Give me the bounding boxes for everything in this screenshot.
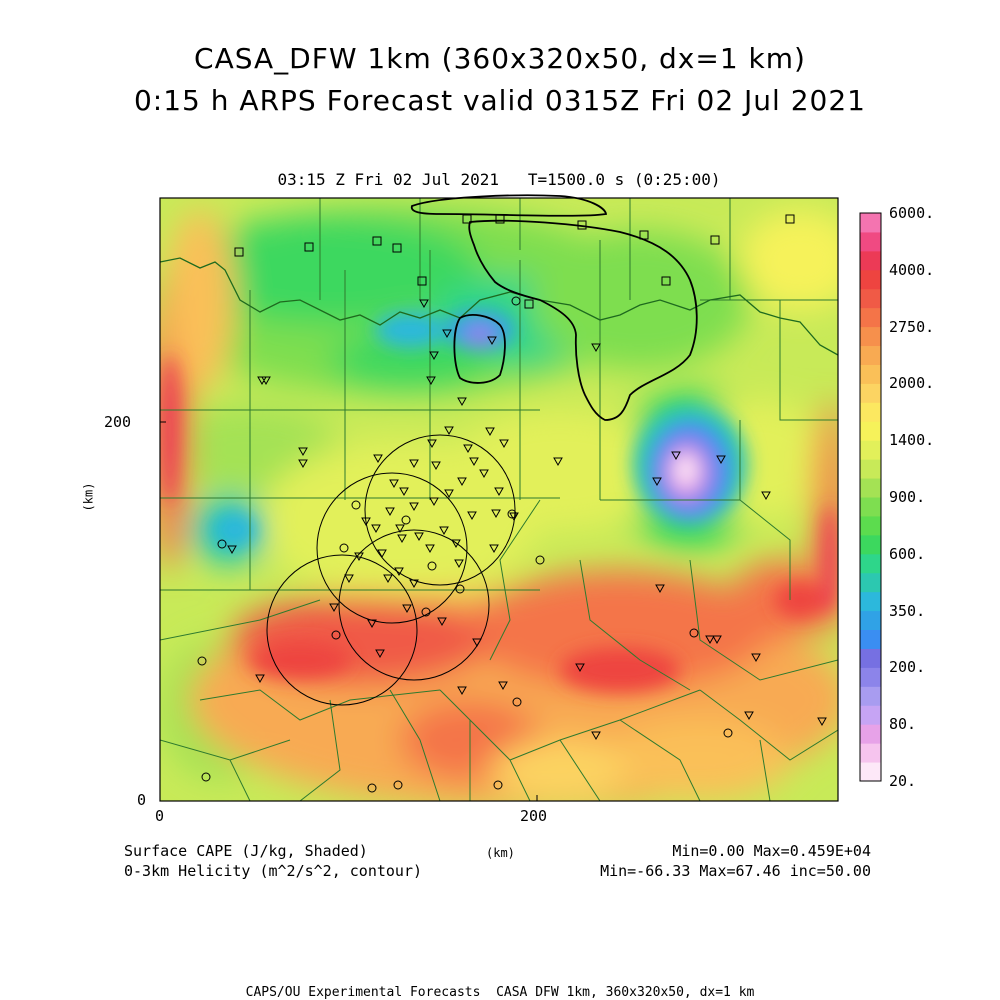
colorbar-swatch <box>860 459 881 479</box>
colorbar-swatch <box>860 705 881 725</box>
colorbar-swatch <box>860 231 881 252</box>
colorbar-swatch <box>860 269 881 290</box>
shaded-field-label: Surface CAPE (J/kg, Shaded) <box>124 842 368 860</box>
cape-colorbar <box>859 212 882 782</box>
colorbar-swatch <box>860 724 881 744</box>
colorbar-swatch <box>860 478 881 498</box>
credit-line: CAPS/OU Experimental Forecasts CASA DFW … <box>245 985 755 1000</box>
colorbar-swatch <box>860 572 881 593</box>
colorbar-label: 350. <box>889 601 926 620</box>
figure-title-line1: CASA_DFW 1km (360x320x50, dx=1 km) <box>194 42 806 75</box>
x-tick-0: 0 <box>155 807 165 825</box>
helicity-contours <box>410 194 698 421</box>
colorbar-label: 600. <box>889 544 926 563</box>
colorbar-swatch <box>860 440 881 460</box>
station-markers <box>197 214 827 793</box>
colorbar-label: 1400. <box>889 431 935 450</box>
colorbar-swatch <box>860 250 881 271</box>
figure-title-line2: 0:15 h ARPS Forecast valid 0315Z Fri 02 … <box>133 84 866 117</box>
colorbar-swatch <box>860 497 881 517</box>
colorbar-swatch <box>860 686 881 706</box>
colorbar-swatch <box>860 402 881 422</box>
colorbar-swatch <box>860 421 881 441</box>
colorbar-label: 6000. <box>889 204 935 222</box>
colorbar-swatch <box>860 288 881 309</box>
x-tick-200: 200 <box>520 807 548 825</box>
colorbar-swatch <box>860 383 881 403</box>
colorbar-swatch <box>860 762 881 782</box>
colorbar-swatch <box>860 743 881 763</box>
colorbar-label: 900. <box>889 488 926 506</box>
colorbar-label: 80. <box>889 715 917 734</box>
colorbar-swatch <box>860 213 881 233</box>
plot-frame <box>159 197 839 802</box>
colorbar-swatch <box>860 534 881 555</box>
colorbar-swatch <box>860 610 881 631</box>
colorbar-swatch <box>860 326 881 347</box>
colorbar-swatch <box>860 364 881 384</box>
colorbar-swatch <box>860 345 881 365</box>
radar-rings <box>266 434 516 706</box>
colorbar-label: 200. <box>889 658 926 677</box>
colorbar-label: 2750. <box>889 317 935 336</box>
colorbar-frame <box>859 212 882 782</box>
colorbar-swatch <box>860 307 881 328</box>
contour-field-label: 0-3km Helicity (m^2/s^2, contour) <box>124 862 423 880</box>
colorbar-label: 2000. <box>889 374 935 393</box>
x-axis-label: (km) <box>486 846 515 860</box>
colorbar-swatch <box>860 667 881 687</box>
colorbar-swatch <box>860 591 881 612</box>
county-borders <box>160 198 838 801</box>
colorbar-swatch <box>860 515 881 536</box>
contour-stats: Min=-66.33 Max=67.46 inc=50.00 <box>600 862 871 880</box>
axis-ticks <box>160 421 538 801</box>
y-tick-200: 200 <box>104 413 132 431</box>
y-tick-0: 0 <box>137 791 147 809</box>
colorbar-label: 20. <box>889 772 917 790</box>
valid-time-subtitle: 03:15 Z Fri 02 Jul 2021 T=1500.0 s (0:25… <box>277 170 721 189</box>
shaded-stats: Min=0.00 Max=0.459E+04 <box>672 842 871 860</box>
colorbar-swatch <box>860 648 881 668</box>
cape-shading <box>160 198 838 801</box>
colorbar-swatch <box>860 629 881 649</box>
y-axis-label: (km) <box>81 482 96 512</box>
colorbar-label: 4000. <box>889 260 935 279</box>
colorbar-swatch <box>860 553 881 574</box>
